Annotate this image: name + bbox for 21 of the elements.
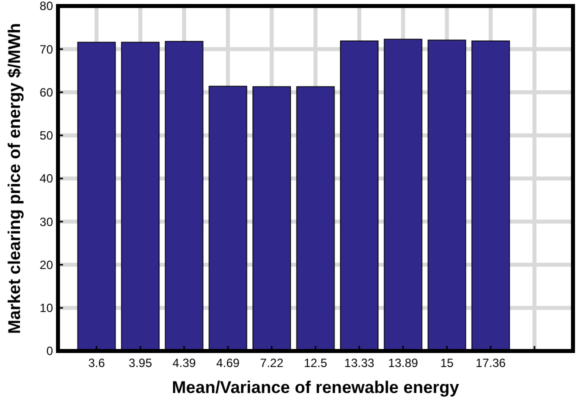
x-tick-label: 4.39 — [172, 356, 196, 370]
x-tick-label: 3.6 — [88, 356, 106, 370]
y-tick-label: 30 — [40, 214, 54, 229]
x-tick-label: 12.5 — [304, 356, 328, 370]
y-tick-label: 80 — [40, 0, 54, 14]
x-tick-label: 17.36 — [476, 356, 506, 370]
y-axis-title: Market clearing price of energy $/MWh — [5, 23, 24, 334]
y-tick-label: 70 — [40, 42, 54, 56]
y-tick-label: 10 — [40, 301, 54, 316]
x-axis-title: Mean/Variance of renewable energy — [172, 378, 460, 397]
y-tick-label: 40 — [40, 172, 54, 186]
x-tick-label: 4.69 — [216, 356, 240, 370]
x-tick-label: 15 — [440, 356, 454, 370]
y-tick-label: 20 — [40, 258, 54, 272]
x-tick-label: 13.89 — [388, 356, 418, 370]
y-tick-label: 60 — [40, 85, 54, 100]
x-tick-label: 3.95 — [128, 356, 152, 370]
x-tick-label: 7.22 — [260, 356, 284, 370]
y-tick-label: 50 — [40, 128, 54, 143]
x-tick-label: 13.33 — [344, 356, 375, 370]
y-tick-label: 0 — [46, 344, 54, 358]
